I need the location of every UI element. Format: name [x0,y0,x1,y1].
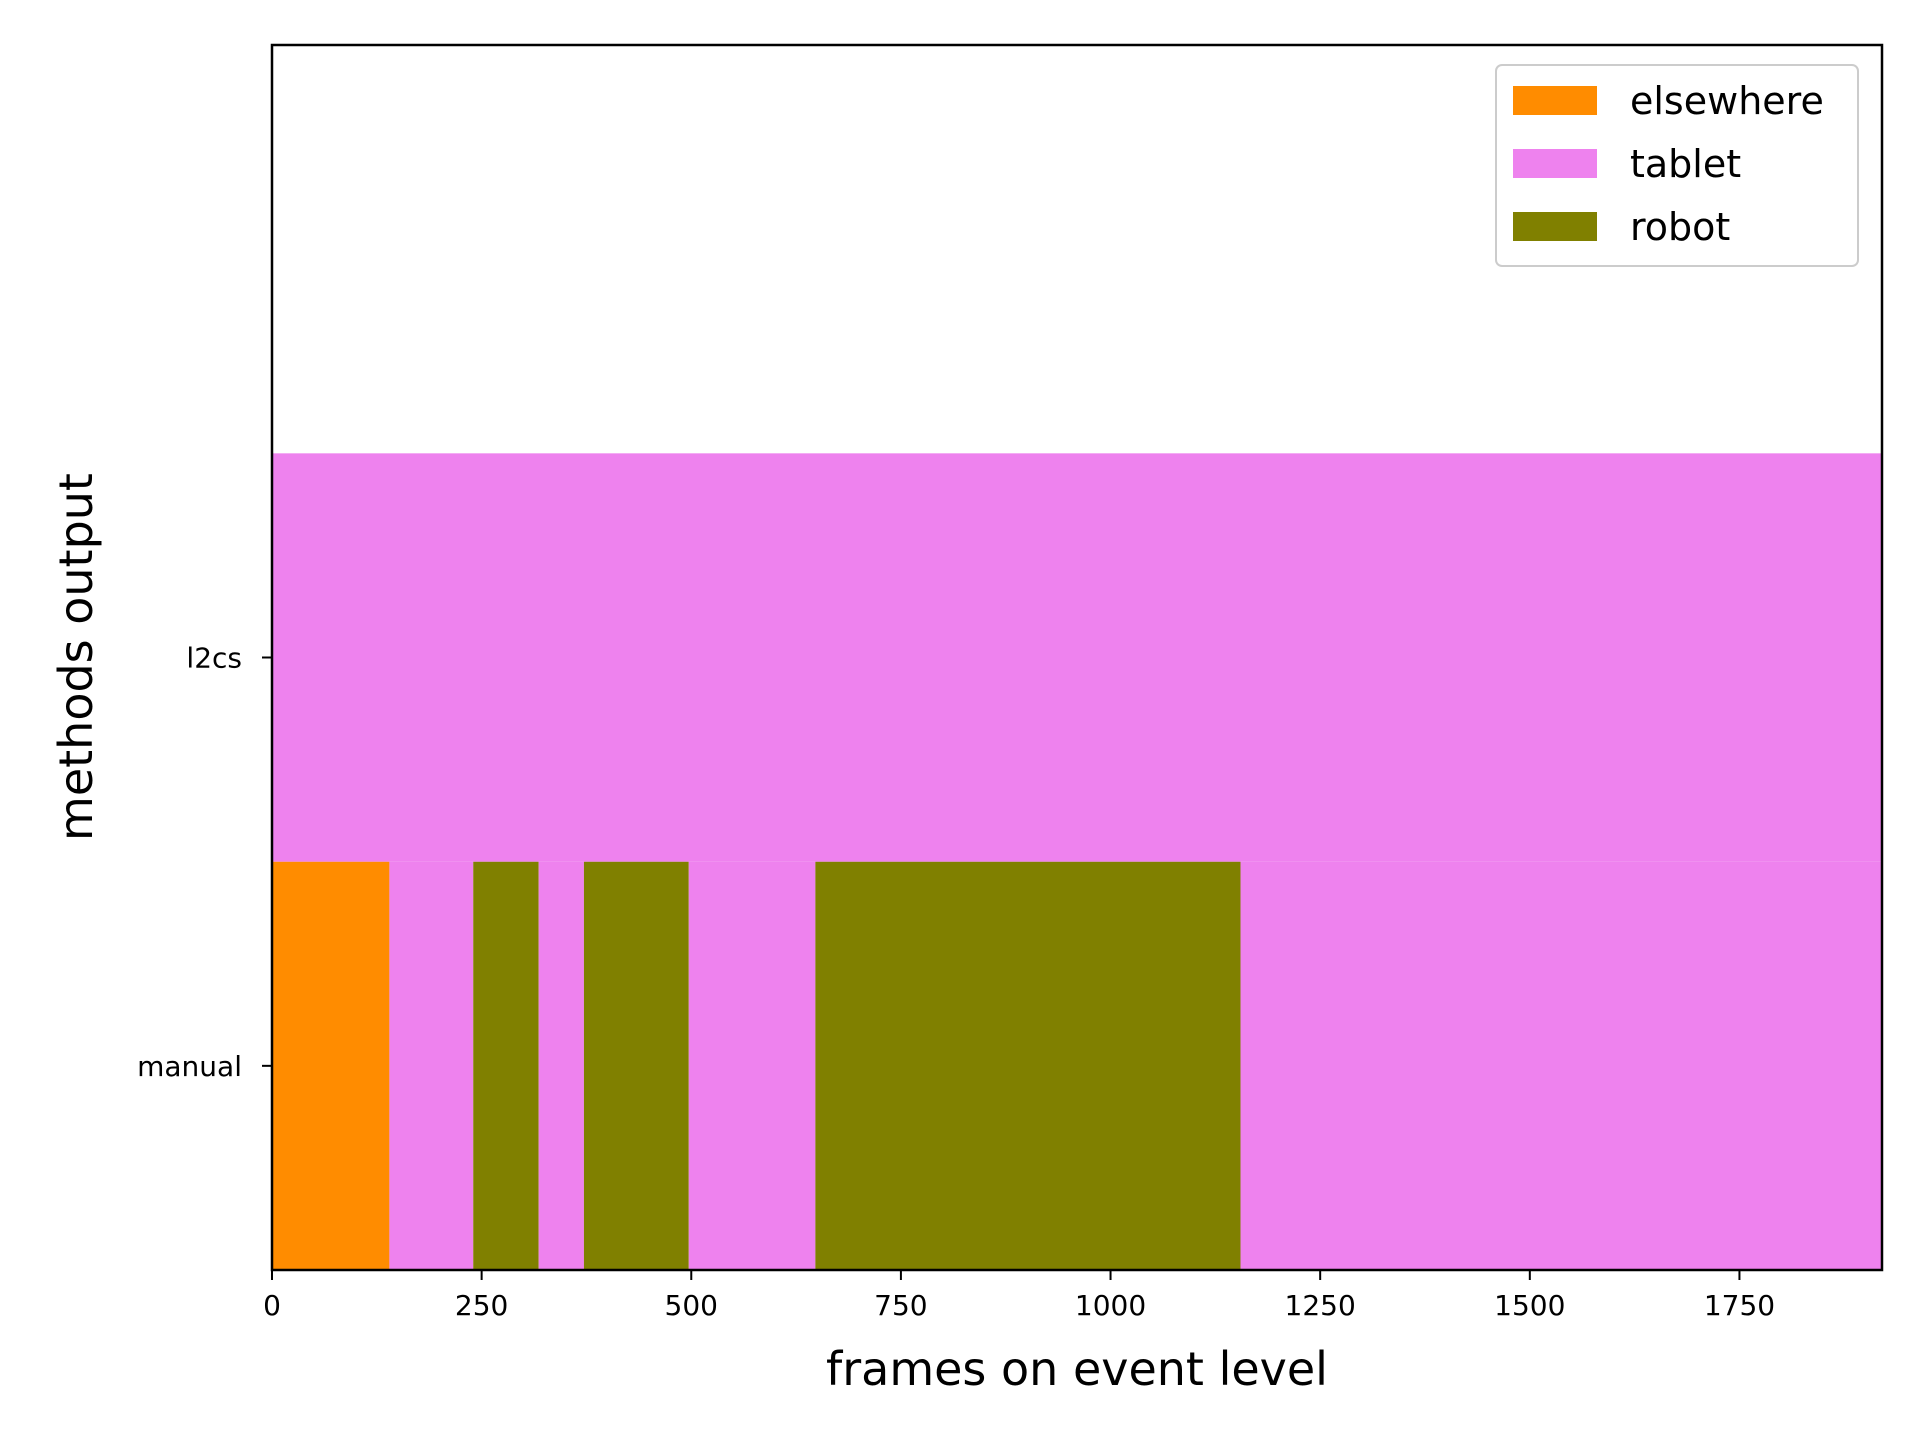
y-axis-title: methods output [49,473,103,841]
bar-manual-tablet-1 [389,861,474,1270]
legend-swatch-robot [1513,212,1597,241]
legend-label-robot: robot [1630,205,1730,249]
bar-manual-robot-2 [473,861,539,1270]
legend-swatch-tablet [1513,149,1597,178]
bars-layer [272,453,1882,1270]
x-tick-label-1250: 1250 [1285,1289,1356,1322]
x-axis: 0 250 500 750 1000 1250 1500 1750 [263,1270,1775,1322]
bar-manual-tablet-3 [538,861,584,1270]
x-tick-label-500: 500 [665,1289,718,1322]
x-axis-title: frames on event level [826,1342,1328,1396]
legend-label-elsewhere: elsewhere [1630,79,1824,123]
bar-manual-elsewhere-0 [272,861,390,1270]
bar-manual-tablet-5 [688,861,816,1270]
bar-l2cs-tablet-0 [272,453,1882,862]
x-tick-label-1000: 1000 [1075,1289,1146,1322]
y-tick-label-l2cs: l2cs [186,642,242,675]
bar-manual-robot-6 [815,861,1241,1270]
legend-swatch-elsewhere [1513,86,1597,115]
bar-manual-robot-4 [583,861,689,1270]
x-tick-label-1750: 1750 [1704,1289,1775,1322]
x-tick-label-250: 250 [455,1289,508,1322]
legend-label-tablet: tablet [1630,142,1741,186]
y-axis: manual l2cs [137,642,272,1083]
x-tick-label-1500: 1500 [1494,1289,1565,1322]
bar-manual-tablet-7 [1240,861,1882,1270]
x-tick-label-750: 750 [874,1289,927,1322]
x-tick-label-0: 0 [263,1289,281,1322]
y-tick-label-manual: manual [137,1050,242,1083]
legend: elsewhere tablet robot [1495,64,1859,267]
